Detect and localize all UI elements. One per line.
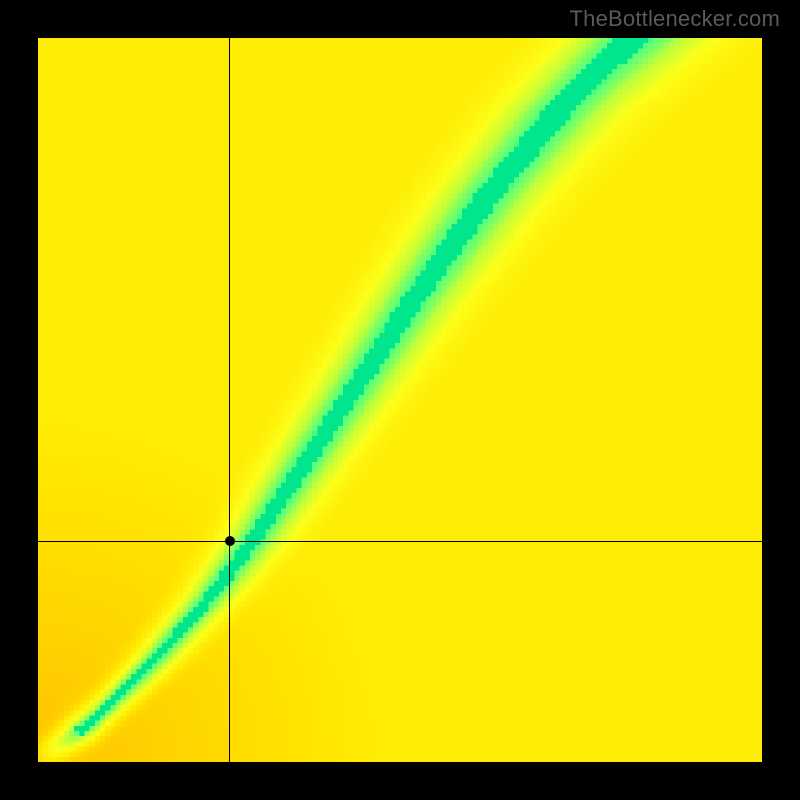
chart-container: TheBottlenecker.com	[0, 0, 800, 800]
crosshair-vertical	[229, 38, 230, 762]
crosshair-horizontal	[38, 541, 762, 542]
crosshair-point	[225, 536, 235, 546]
watermark-text: TheBottlenecker.com	[570, 6, 780, 32]
bottleneck-heatmap	[38, 38, 762, 762]
